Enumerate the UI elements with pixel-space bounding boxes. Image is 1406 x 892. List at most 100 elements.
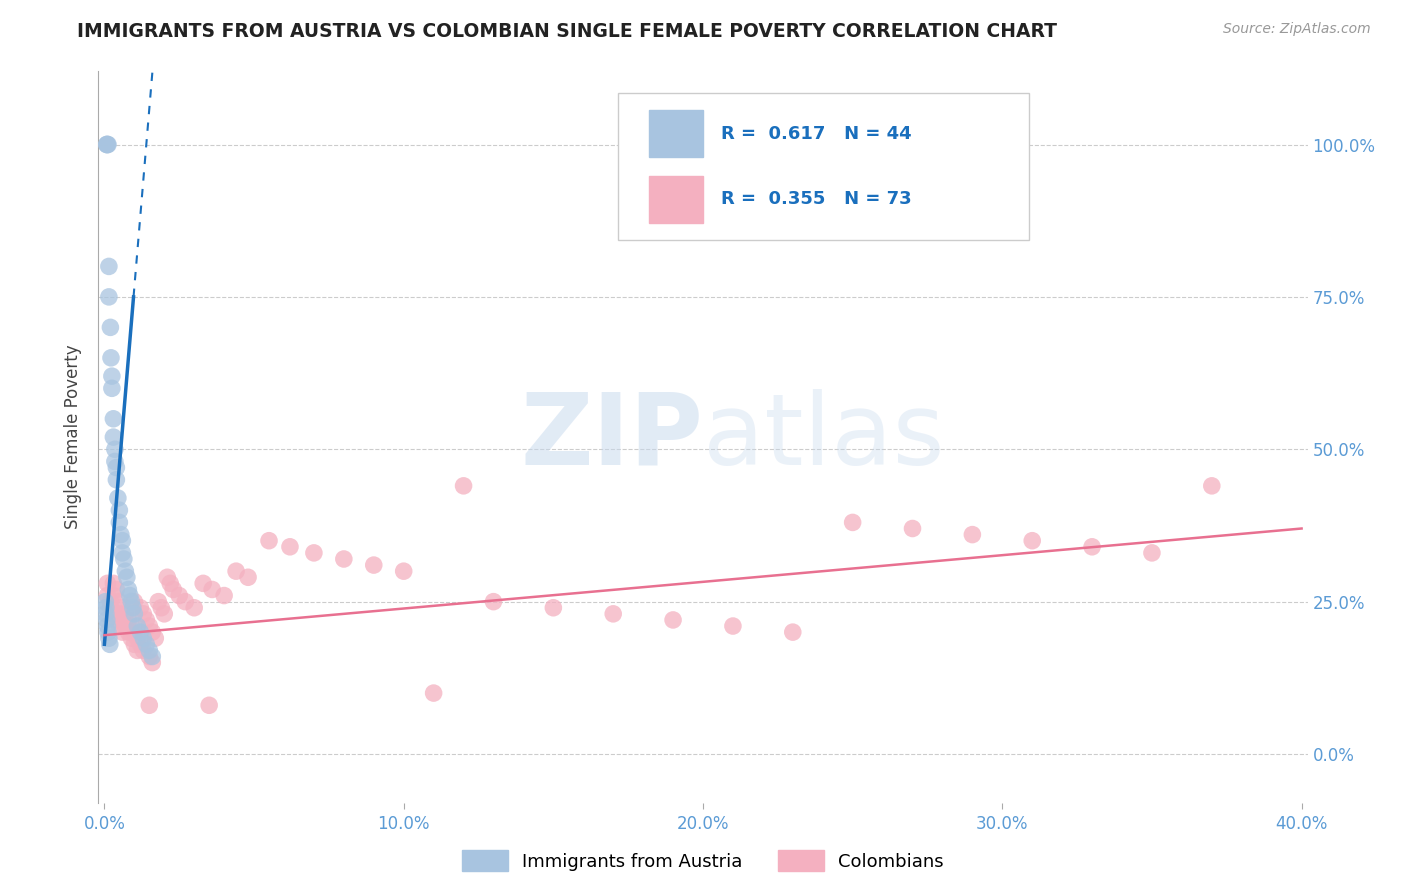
Text: Source: ZipAtlas.com: Source: ZipAtlas.com bbox=[1223, 22, 1371, 37]
Point bbox=[110, 527, 132, 541]
Point bbox=[138, 619, 160, 633]
Point bbox=[333, 552, 356, 566]
Point bbox=[112, 552, 135, 566]
Point bbox=[141, 656, 163, 670]
Point bbox=[97, 625, 120, 640]
Point bbox=[392, 564, 415, 578]
Point bbox=[94, 600, 117, 615]
Point bbox=[114, 619, 136, 633]
Point bbox=[841, 516, 863, 530]
Point bbox=[97, 260, 120, 274]
Point bbox=[117, 582, 139, 597]
Point bbox=[120, 632, 142, 646]
Point bbox=[193, 576, 215, 591]
Point bbox=[162, 582, 184, 597]
Point bbox=[135, 613, 157, 627]
Point bbox=[225, 564, 247, 578]
Point bbox=[257, 533, 280, 548]
Text: R =  0.617   N = 44: R = 0.617 N = 44 bbox=[721, 125, 911, 143]
Point bbox=[127, 643, 149, 657]
Point bbox=[108, 619, 131, 633]
Point bbox=[236, 570, 259, 584]
Point bbox=[138, 649, 160, 664]
Point bbox=[104, 454, 127, 468]
Point bbox=[111, 546, 134, 560]
Point bbox=[118, 589, 141, 603]
Point bbox=[278, 540, 301, 554]
Point bbox=[156, 570, 179, 584]
Point bbox=[108, 594, 131, 608]
Point bbox=[153, 607, 176, 621]
Point bbox=[782, 625, 804, 640]
Point bbox=[1081, 540, 1104, 554]
Point bbox=[111, 600, 134, 615]
Point bbox=[108, 607, 131, 621]
Point bbox=[103, 607, 125, 621]
Point bbox=[97, 137, 120, 152]
Point bbox=[96, 137, 118, 152]
Point bbox=[141, 625, 163, 640]
Point bbox=[159, 576, 181, 591]
Point bbox=[543, 600, 565, 615]
Point bbox=[100, 600, 122, 615]
Point bbox=[129, 625, 152, 640]
Point bbox=[422, 686, 444, 700]
Point bbox=[120, 594, 142, 608]
Point bbox=[1140, 546, 1163, 560]
Point bbox=[212, 589, 235, 603]
Point bbox=[96, 137, 118, 152]
Point bbox=[120, 619, 142, 633]
Point bbox=[96, 613, 118, 627]
Point bbox=[105, 460, 128, 475]
Point bbox=[127, 619, 149, 633]
Text: atlas: atlas bbox=[703, 389, 945, 485]
Point bbox=[100, 351, 122, 365]
Point bbox=[94, 594, 117, 608]
Point bbox=[198, 698, 221, 713]
Point bbox=[96, 137, 118, 152]
Point bbox=[148, 594, 170, 608]
Point bbox=[111, 613, 134, 627]
Point bbox=[363, 558, 385, 573]
Point bbox=[127, 632, 149, 646]
Point bbox=[101, 381, 124, 395]
Point bbox=[101, 369, 124, 384]
Point bbox=[111, 625, 134, 640]
Point bbox=[117, 613, 139, 627]
Point bbox=[97, 290, 120, 304]
Point bbox=[124, 594, 146, 608]
Point bbox=[107, 491, 129, 505]
Point bbox=[138, 698, 160, 713]
Point bbox=[124, 625, 146, 640]
Text: R =  0.355   N = 73: R = 0.355 N = 73 bbox=[721, 190, 911, 209]
FancyBboxPatch shape bbox=[619, 94, 1029, 240]
Point bbox=[104, 442, 127, 457]
Point bbox=[105, 582, 128, 597]
Point bbox=[150, 600, 173, 615]
Point bbox=[141, 649, 163, 664]
Point bbox=[132, 643, 155, 657]
Point bbox=[138, 643, 160, 657]
Text: ZIP: ZIP bbox=[520, 389, 703, 485]
Point bbox=[94, 607, 117, 621]
Point bbox=[117, 625, 139, 640]
Point bbox=[100, 320, 122, 334]
Point bbox=[96, 576, 118, 591]
Point bbox=[97, 632, 120, 646]
Point bbox=[1021, 533, 1043, 548]
Point bbox=[129, 637, 152, 651]
Point bbox=[721, 619, 744, 633]
Point bbox=[103, 430, 125, 444]
Y-axis label: Single Female Poverty: Single Female Poverty bbox=[65, 345, 83, 529]
Legend: Immigrants from Austria, Colombians: Immigrants from Austria, Colombians bbox=[456, 843, 950, 879]
Point bbox=[108, 503, 131, 517]
Point bbox=[96, 619, 118, 633]
Point bbox=[167, 589, 190, 603]
Point bbox=[103, 576, 125, 591]
Point bbox=[111, 533, 134, 548]
Point bbox=[201, 582, 224, 597]
Point bbox=[103, 412, 125, 426]
Point bbox=[135, 637, 157, 651]
Bar bbox=[648, 110, 703, 157]
Point bbox=[124, 637, 146, 651]
